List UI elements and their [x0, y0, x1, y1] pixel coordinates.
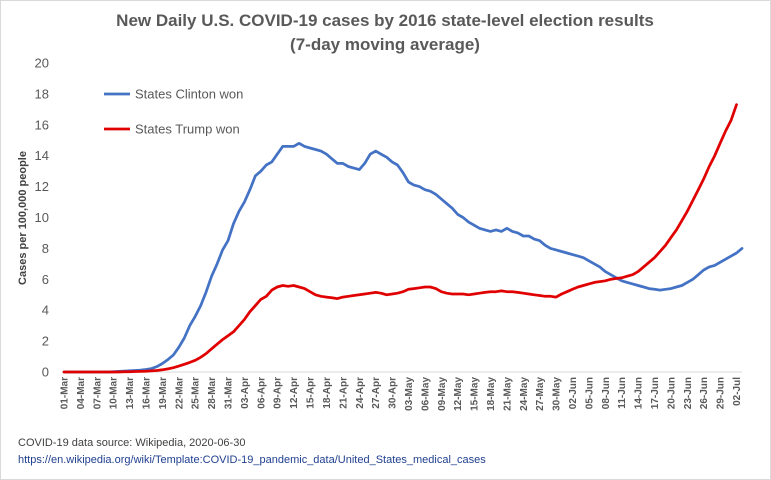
x-tick-label: 15-May [470, 377, 481, 411]
x-tick-label: 12-Apr [289, 377, 300, 409]
x-tick-label: 04-Mar [76, 377, 87, 409]
x-tick-label: 03-May [404, 377, 415, 411]
y-tick-label: 12 [35, 179, 49, 194]
x-tick-label: 11-Jun [617, 377, 628, 409]
x-tick-label: 15-Apr [306, 377, 317, 409]
x-tick-label: 17-Jun [650, 377, 661, 409]
x-tick-label: 24-Apr [355, 377, 366, 409]
x-tick-label: 20-Jun [666, 377, 677, 409]
y-tick-label: 16 [35, 117, 49, 132]
y-tick-label: 8 [42, 241, 49, 256]
x-tick-label: 29-Jun [716, 377, 727, 409]
y-tick-label: 10 [35, 210, 49, 225]
x-tick-label: 27-May [535, 377, 546, 411]
y-axis-label: Cases per 100,000 people [17, 151, 29, 285]
x-tick-label: 26-Jun [699, 377, 710, 409]
y-axis-ticks: 0 2 4 6 8 10 12 14 16 18 20 [35, 56, 49, 380]
y-tick-label: 18 [35, 86, 49, 101]
legend: States Clinton won States Trump won [104, 87, 243, 137]
series-line-clinton [62, 141, 744, 374]
x-tick-label: 10-Mar [109, 377, 120, 409]
x-tick-label: 09-Apr [273, 377, 284, 409]
x-tick-label: 18-Apr [322, 377, 333, 409]
x-tick-label: 31-Mar [224, 377, 235, 409]
y-tick-label: 14 [35, 148, 49, 163]
x-tick-label: 05-Jun [584, 377, 595, 409]
x-tick-label: 18-May [486, 377, 497, 411]
x-tick-label: 16-Mar [142, 377, 153, 409]
series-lines [62, 103, 744, 374]
x-tick-label: 19-Mar [158, 377, 169, 409]
x-tick-label: 21-May [502, 377, 513, 411]
source-note: COVID-19 data source: Wikipedia, 2020-06… [18, 437, 246, 449]
x-tick-label: 08-Jun [601, 377, 612, 409]
x-tick-label: 03-Apr [240, 377, 251, 409]
y-tick-label: 2 [42, 334, 49, 349]
x-tick-label: 27-Apr [371, 377, 382, 409]
x-tick-label: 02-Jun [568, 377, 579, 409]
y-tick-label: 6 [42, 272, 49, 287]
x-tick-label: 22-Mar [174, 377, 185, 409]
source-url[interactable]: https://en.wikipedia.org/wiki/Template:C… [18, 454, 486, 466]
y-tick-label: 20 [35, 56, 49, 71]
x-tick-label: 09-May [437, 377, 448, 411]
x-tick-label: 06-May [420, 377, 431, 411]
x-tick-label: 21-Apr [338, 377, 349, 409]
x-tick-label: 06-Apr [256, 377, 267, 409]
x-tick-label: 12-May [453, 377, 464, 411]
x-tick-label: 02-Jul [732, 377, 743, 406]
chart-title: New Daily U.S. COVID-19 cases by 2016 st… [116, 11, 654, 30]
x-tick-label: 13-Mar [125, 377, 136, 409]
legend-label: States Trump won [135, 122, 240, 137]
x-tick-label: 14-Jun [634, 377, 645, 409]
x-tick-label: 23-Jun [683, 377, 694, 409]
x-tick-label: 25-Mar [191, 377, 202, 409]
x-tick-label: 28-Mar [207, 377, 218, 409]
x-tick-label: 24-May [519, 377, 530, 411]
legend-label: States Clinton won [135, 87, 243, 102]
x-tick-label: 30-May [552, 377, 563, 411]
x-tick-label: 01-Mar [60, 377, 71, 409]
series-line-trump [62, 103, 738, 374]
y-tick-label: 0 [42, 365, 49, 380]
chart-subtitle: (7-day moving average) [290, 35, 480, 54]
x-tick-label: 07-Mar [92, 377, 103, 409]
y-tick-label: 4 [42, 303, 49, 318]
x-tick-label: 30-Apr [388, 377, 399, 409]
x-axis-ticks: 01-Mar 04-Mar 07-Mar 10-Mar 13-Mar 16-Mar 19-M… [60, 377, 744, 411]
